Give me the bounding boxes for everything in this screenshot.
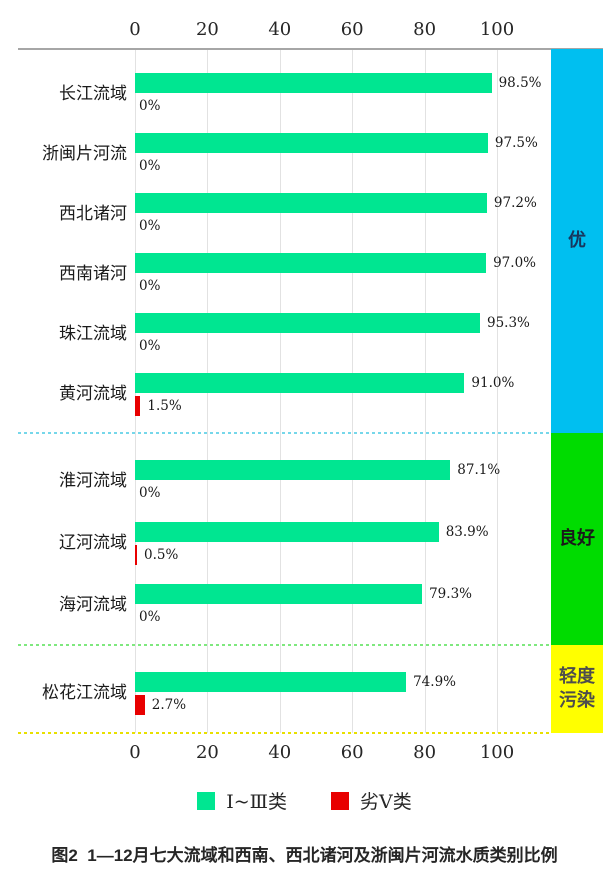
quality-band-light-pollution-label: 轻度 bbox=[559, 666, 595, 687]
basin-label: 黄河流域 bbox=[59, 384, 127, 404]
group-separator bbox=[18, 644, 551, 646]
x-tick-label-bottom: 0 bbox=[129, 742, 141, 763]
basin-label: 淮河流域 bbox=[59, 471, 127, 491]
chart-legend: Ⅰ~Ⅲ类 劣Ⅴ类 bbox=[0, 787, 609, 814]
good-value-label: 83.9% bbox=[445, 524, 489, 540]
good-bar bbox=[135, 193, 487, 213]
top-axis-line bbox=[18, 48, 603, 50]
good-value-label: 87.1% bbox=[457, 462, 501, 478]
good-value-label: 97.2% bbox=[493, 195, 537, 211]
legend-swatch bbox=[331, 791, 349, 810]
x-tick-label-bottom: 80 bbox=[413, 742, 437, 763]
quality-band-excellent-label: 优 bbox=[568, 230, 586, 251]
legend-label: Ⅰ~Ⅲ类 bbox=[226, 791, 287, 813]
x-tick-label-top: 80 bbox=[413, 19, 437, 40]
good-value-label: 97.5% bbox=[494, 135, 538, 151]
good-value-label: 91.0% bbox=[471, 375, 515, 391]
quality-band-good: 良好 bbox=[551, 433, 603, 645]
good-bar bbox=[135, 133, 488, 153]
basin-label: 西南诸河 bbox=[59, 264, 127, 284]
x-tick-label-top: 60 bbox=[340, 19, 364, 40]
bad-value-label: 1.5% bbox=[147, 398, 182, 414]
x-tick-label-top: 0 bbox=[129, 19, 141, 40]
good-bar bbox=[135, 313, 480, 333]
basin-label: 珠江流域 bbox=[59, 324, 127, 344]
group-separator bbox=[18, 432, 551, 434]
bad-value-label: 0% bbox=[139, 158, 161, 174]
chart-caption: 图2 1—12月七大流域和西南、西北诸河及浙闽片河流水质类别比例 bbox=[51, 846, 558, 865]
good-bar bbox=[135, 253, 487, 273]
legend-swatch bbox=[197, 791, 216, 810]
basin-label: 浙闽片河流 bbox=[42, 144, 127, 164]
quality-band-good-label: 良好 bbox=[559, 528, 595, 549]
good-value-label: 97.0% bbox=[493, 255, 536, 271]
x-tick-label-top: 100 bbox=[479, 19, 515, 40]
good-bar bbox=[135, 73, 492, 93]
bad-value-label: 0% bbox=[139, 278, 161, 294]
bad-value-label: 0% bbox=[139, 98, 161, 114]
x-tick-label-top: 40 bbox=[268, 19, 292, 40]
group-separator bbox=[18, 732, 551, 734]
good-value-label: 74.9% bbox=[413, 674, 456, 690]
basin-label: 海河流域 bbox=[59, 595, 127, 615]
good-value-label: 79.3% bbox=[429, 586, 472, 602]
x-tick-label-bottom: 100 bbox=[479, 742, 515, 763]
basin-label: 长江流域 bbox=[59, 84, 127, 104]
bad-value-label: 0.5% bbox=[144, 547, 179, 563]
basin-label: 辽河流域 bbox=[59, 533, 127, 553]
good-bar bbox=[135, 584, 423, 604]
good-bar bbox=[135, 373, 465, 393]
bad-bar bbox=[135, 545, 137, 565]
basin-label: 西北诸河 bbox=[59, 204, 127, 224]
bad-value-label: 0% bbox=[139, 609, 161, 625]
legend-label: 劣Ⅴ类 bbox=[360, 791, 412, 813]
quality-band-light-pollution: 轻度 污染 bbox=[551, 645, 603, 733]
good-bar bbox=[135, 460, 451, 480]
x-tick-label-bottom: 60 bbox=[340, 742, 364, 763]
legend-item: 劣Ⅴ类 bbox=[331, 787, 412, 814]
bad-value-label: 0% bbox=[139, 218, 161, 234]
basin-label: 松花江流域 bbox=[42, 683, 127, 703]
bad-value-label: 2.7% bbox=[151, 697, 187, 713]
x-tick-label-bottom: 40 bbox=[268, 742, 292, 763]
x-tick-label-top: 20 bbox=[195, 19, 219, 40]
quality-band-light-pollution-label: 污染 bbox=[559, 690, 595, 711]
quality-band-excellent: 优 bbox=[551, 49, 603, 433]
bad-value-label: 0% bbox=[139, 338, 161, 354]
bad-value-label: 0% bbox=[139, 485, 161, 501]
good-value-label: 98.5% bbox=[498, 75, 542, 91]
good-value-label: 95.3% bbox=[487, 315, 530, 331]
grid-line bbox=[497, 49, 498, 733]
x-tick-label-bottom: 20 bbox=[195, 742, 219, 763]
good-bar bbox=[135, 672, 407, 692]
bad-bar bbox=[135, 396, 141, 416]
legend-item: Ⅰ~Ⅲ类 bbox=[197, 787, 287, 814]
bad-bar bbox=[135, 695, 145, 715]
good-bar bbox=[135, 522, 439, 542]
